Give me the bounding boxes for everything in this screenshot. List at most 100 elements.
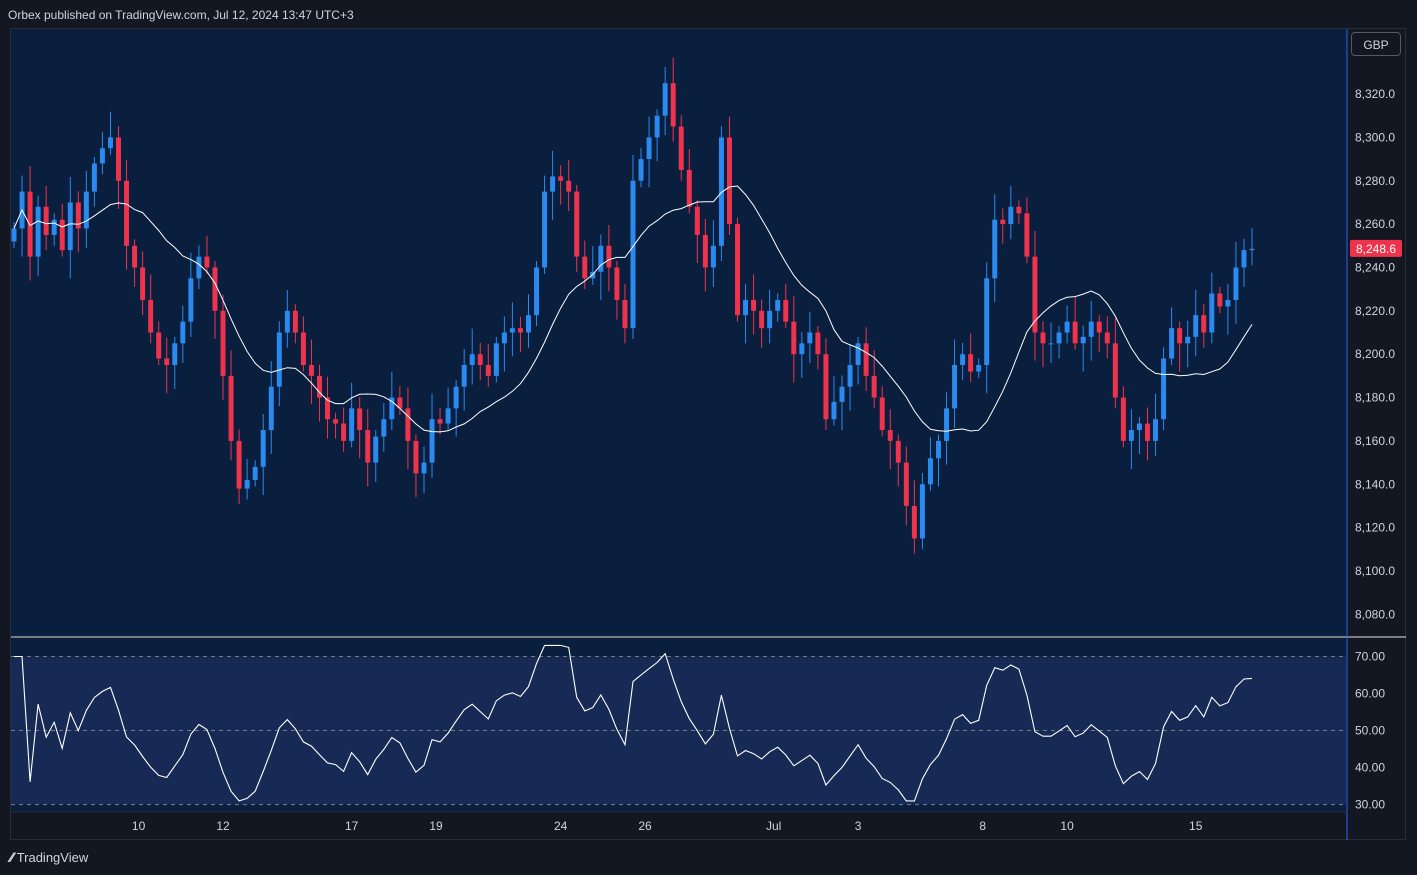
candle — [132, 239, 138, 287]
candle — [718, 126, 724, 261]
candle-body — [775, 299, 781, 311]
candle-body — [654, 115, 660, 138]
candle-body — [1241, 250, 1247, 268]
candle-body — [1161, 358, 1167, 420]
candle-body — [43, 206, 49, 235]
time-tick-label: 10 — [132, 819, 146, 833]
candle-body — [847, 365, 853, 387]
candle-body — [11, 228, 17, 242]
candle — [767, 290, 773, 344]
price-tick-label: 8,300.0 — [1355, 130, 1395, 144]
time-tick-label: 3 — [855, 819, 862, 833]
candle-body — [702, 234, 708, 268]
candle-body — [678, 126, 684, 170]
candle-body — [919, 484, 925, 539]
candle — [614, 260, 620, 320]
candle-body — [871, 375, 877, 398]
candle-body — [485, 365, 491, 376]
candle — [67, 176, 73, 279]
candle-body — [759, 310, 765, 329]
candle — [566, 159, 572, 212]
publisher-line: Orbex published on TradingView.com, Jul … — [8, 8, 354, 22]
candle-body — [357, 408, 363, 431]
candle-body — [1048, 343, 1054, 345]
candle-body — [341, 423, 347, 441]
candle-body — [509, 328, 515, 333]
candle-body — [534, 267, 540, 316]
candle-body — [1153, 419, 1159, 441]
candle-body — [823, 354, 829, 420]
candle — [751, 274, 757, 335]
candle-body — [1032, 256, 1038, 333]
candle-body — [156, 332, 162, 359]
candle — [27, 166, 33, 281]
candle-body — [107, 137, 113, 149]
candle — [654, 109, 660, 162]
candle — [381, 403, 387, 452]
candle — [156, 321, 162, 366]
candle-body — [365, 430, 371, 463]
candle — [373, 430, 379, 483]
candle — [477, 342, 483, 381]
candle — [960, 342, 966, 381]
price-tick-label: 8,280.0 — [1355, 174, 1395, 188]
candle — [558, 165, 564, 205]
candle — [236, 429, 242, 504]
candle — [590, 246, 596, 285]
candle-body — [960, 354, 966, 366]
candle — [421, 446, 427, 493]
candle — [35, 195, 41, 277]
candle — [839, 375, 845, 431]
tradingview-brand[interactable]: ⁄⁄ TradingView — [10, 849, 88, 865]
candle-body — [1193, 315, 1199, 337]
candle — [574, 185, 580, 272]
candle — [815, 325, 821, 370]
candle-body — [252, 466, 258, 480]
candle-body — [180, 321, 186, 344]
candle — [252, 460, 258, 487]
candle — [863, 327, 869, 392]
candle-body — [911, 505, 917, 539]
candle-body — [1072, 321, 1078, 344]
candle-body — [590, 271, 596, 279]
candle-body — [662, 83, 668, 116]
candle — [228, 350, 234, 461]
candle-body — [614, 267, 620, 300]
candle-body — [952, 365, 958, 409]
candle-body — [1128, 430, 1134, 441]
brand-label: TradingView — [16, 849, 89, 865]
candle — [1233, 241, 1239, 324]
rsi-tick-label: 60.00 — [1355, 687, 1385, 701]
time-tick-label: 15 — [1189, 819, 1203, 833]
rsi-levels — [11, 656, 1346, 806]
candle — [437, 407, 443, 435]
currency-badge[interactable]: GBP — [1351, 32, 1401, 56]
candle-body — [1080, 336, 1086, 344]
candle — [1048, 322, 1054, 363]
candle — [1112, 317, 1118, 409]
candle-body — [292, 310, 298, 333]
candle — [542, 175, 548, 274]
candle — [984, 262, 990, 394]
candle — [726, 116, 732, 235]
price-pane-bg — [11, 29, 1346, 636]
candle — [75, 191, 81, 253]
candle-body — [148, 299, 154, 333]
candle-body — [903, 462, 909, 506]
candle-body — [815, 332, 821, 355]
candle-body — [124, 180, 130, 246]
candle — [919, 472, 925, 550]
candle-body — [799, 343, 805, 355]
candle — [325, 376, 331, 439]
candle-body — [646, 137, 652, 160]
candle — [1177, 321, 1183, 372]
candle-body — [630, 180, 636, 329]
candle-body — [968, 354, 974, 372]
candle-body — [783, 299, 789, 322]
candle-body — [1185, 336, 1191, 344]
price-tick-label: 8,100.0 — [1355, 564, 1395, 578]
candle-body — [308, 365, 314, 376]
candle-body — [1249, 248, 1255, 251]
candle-body — [638, 159, 644, 181]
